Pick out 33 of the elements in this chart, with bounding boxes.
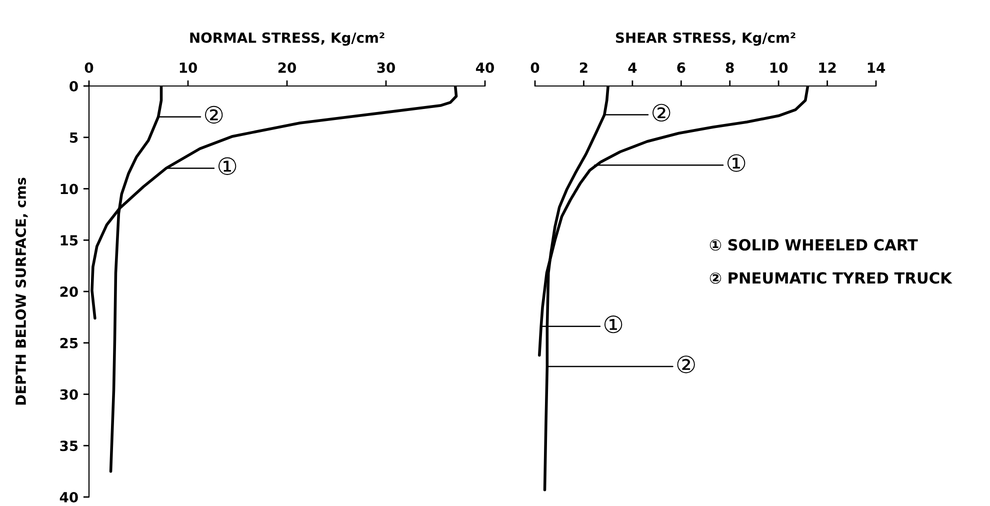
y-tick-label: 0 — [70, 80, 78, 92]
x-tick-label: 0 — [84, 62, 94, 73]
y-axis-title: DEPTH BELOW SURFACE, cms — [16, 178, 28, 405]
annotation: ① — [604, 316, 622, 334]
annotation: ① — [728, 154, 746, 172]
x-axis-title: NORMAL STRESS, Kg/cm² — [190, 32, 384, 46]
annotation: ② — [652, 104, 670, 122]
x-tick-label: 8 — [726, 62, 734, 73]
y-tick-label: 15 — [60, 235, 78, 246]
y-tick-label: 35 — [60, 440, 78, 452]
annotation: ① — [218, 157, 236, 175]
x-tick-label: 30 — [377, 62, 395, 73]
x-tick-label: 40 — [476, 62, 494, 73]
x-tick-label: 10 — [770, 62, 788, 73]
annotation: ② — [205, 106, 223, 124]
x-tick-label: 6 — [677, 62, 686, 73]
x-tick-label: 12 — [819, 62, 836, 73]
text: ① SOLID WHEELED CART — [710, 239, 918, 251]
y-tick-label: 20 — [60, 286, 78, 297]
x-tick-label: 0 — [530, 62, 540, 73]
y-tick-label: 10 — [60, 184, 78, 194]
text: ② PNEUMATIC TYRED TRUCK — [710, 272, 952, 284]
x-tick-label: 4 — [628, 62, 637, 73]
y-tick-label: 40 — [60, 492, 78, 502]
x-axis-title: SHEAR STRESS, Kg/cm² — [616, 32, 796, 46]
y-tick-label: 25 — [60, 338, 78, 348]
x-tick-label: 20 — [278, 62, 296, 73]
y-tick-label: 5 — [70, 132, 78, 143]
x-tick-label: 14 — [868, 62, 886, 73]
y-tick-label: 30 — [60, 389, 78, 400]
x-tick-label: 10 — [180, 62, 197, 73]
annotation: ② — [677, 356, 695, 374]
x-tick-label: 2 — [580, 62, 588, 73]
